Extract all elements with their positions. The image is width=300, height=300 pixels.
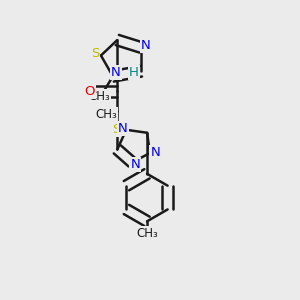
- Text: H: H: [129, 66, 139, 79]
- Text: N: N: [118, 122, 128, 135]
- Text: N: N: [130, 158, 140, 171]
- Text: N: N: [111, 66, 121, 79]
- Text: CH₃: CH₃: [95, 108, 117, 121]
- Text: S: S: [112, 123, 120, 136]
- Text: CH₃: CH₃: [88, 90, 110, 103]
- Text: O: O: [85, 85, 95, 98]
- Text: N: N: [151, 146, 160, 159]
- Text: S: S: [91, 47, 99, 61]
- Text: N: N: [141, 39, 150, 52]
- Text: CH₃: CH₃: [136, 227, 158, 240]
